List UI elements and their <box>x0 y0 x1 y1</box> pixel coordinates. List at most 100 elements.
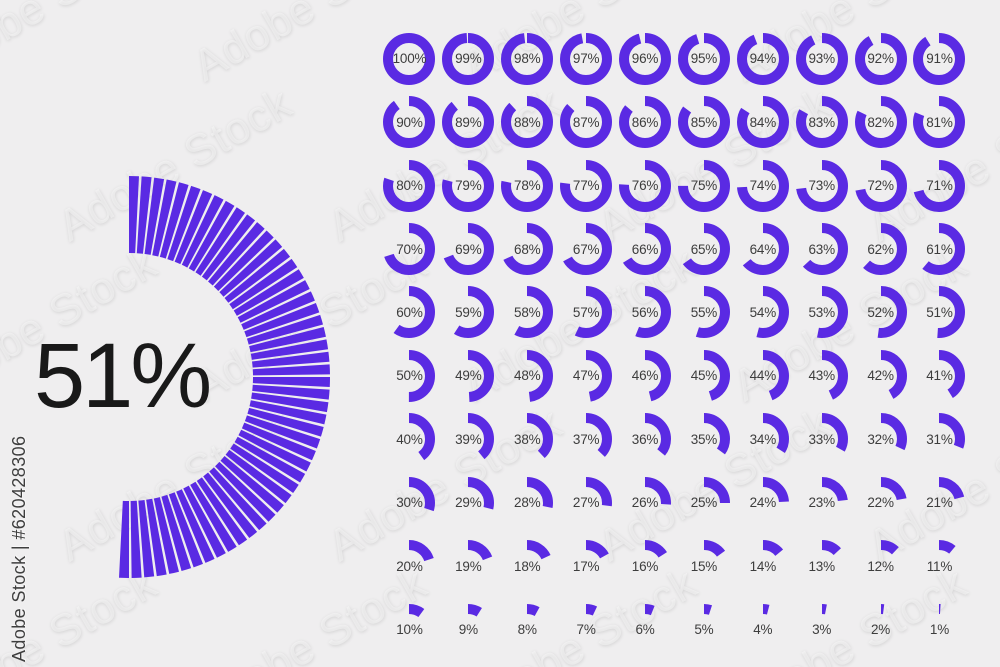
ring-label: 13% <box>808 558 835 574</box>
percentage-ring-cell: 71% <box>910 154 969 217</box>
percentage-ring-cell: 5% <box>674 598 733 661</box>
gauge-segment <box>196 477 248 546</box>
ring-label: 61% <box>926 241 953 257</box>
gauge-segment <box>161 494 192 572</box>
watermark-tile: Adobe Stock <box>995 558 1000 667</box>
ring-label: 78% <box>514 178 541 194</box>
percentage-ring-cell: 48% <box>498 344 557 407</box>
percentage-ring-cell: 13% <box>792 535 851 598</box>
ring-arc <box>560 603 613 656</box>
ring-label: 86% <box>631 114 659 130</box>
ring-arc <box>854 349 907 402</box>
gauge-segment <box>252 364 330 376</box>
ring-arc <box>619 32 671 85</box>
percentage-ring-cell: 87% <box>557 90 616 153</box>
ring-label: 54% <box>749 304 777 320</box>
percentage-ring-cell: 59% <box>439 281 498 344</box>
ring-arc <box>442 476 495 529</box>
ring-label: 18% <box>514 558 541 574</box>
gauge-segment <box>252 351 330 368</box>
ring-label: 22% <box>867 495 894 511</box>
ring-label: 87% <box>572 114 600 130</box>
gauge-segment <box>215 461 276 522</box>
ring-arc <box>383 223 436 276</box>
ring-arc <box>795 96 848 149</box>
ring-label: 30% <box>396 495 423 511</box>
ring-arc <box>383 32 436 85</box>
ring-label: 80% <box>396 178 423 194</box>
ring-arc <box>442 540 495 593</box>
ring-arc <box>677 413 730 466</box>
watermark-tile: Adobe Stock <box>0 0 165 91</box>
percentage-ring-cell: 97% <box>557 27 616 90</box>
gauge-segment <box>159 182 189 259</box>
ring-label: 92% <box>867 51 894 67</box>
percentage-ring-cell: 90% <box>380 90 439 153</box>
percentage-ring-cell: 68% <box>498 217 557 280</box>
percentage-ring-cell: 37% <box>557 408 616 471</box>
percentage-ring-cell: 74% <box>733 154 792 217</box>
ring-arc <box>619 476 671 529</box>
gauge-segment <box>146 498 167 577</box>
ring-label: 16% <box>631 558 659 574</box>
gauge-segment <box>225 449 292 504</box>
ring-arc <box>560 286 613 339</box>
ring-label: 56% <box>631 304 659 320</box>
gauge-segment <box>219 239 283 297</box>
ring-label: 36% <box>631 431 659 447</box>
percentage-ring-cell: 11% <box>910 535 969 598</box>
ring-label: 7% <box>576 622 596 638</box>
ring-label: 58% <box>514 304 541 320</box>
percentage-ring-cell: 14% <box>733 535 792 598</box>
ring-label: 45% <box>690 368 718 384</box>
percentage-ring-cell: 4% <box>733 598 792 661</box>
ring-arc <box>442 96 495 149</box>
ring-arc <box>501 540 554 593</box>
percentage-ring-cell: 7% <box>557 598 616 661</box>
percentage-ring-cell: 60% <box>380 281 439 344</box>
watermark-tile: Adobe Stock <box>994 0 1000 91</box>
ring-label: 89% <box>455 114 482 130</box>
percentage-ring-cell: 84% <box>733 90 792 153</box>
percentage-ring-cell: 56% <box>616 281 675 344</box>
percentage-ring-cell: 93% <box>792 27 851 90</box>
ring-label: 66% <box>631 241 659 257</box>
percentage-ring-cell: 55% <box>674 281 733 344</box>
ring-arc <box>501 413 554 466</box>
ring-arc <box>383 349 436 402</box>
percentage-ring-cell: 20% <box>380 535 439 598</box>
ring-label: 85% <box>690 114 718 130</box>
ring-label: 20% <box>396 558 423 574</box>
percentage-ring-cell: 41% <box>910 344 969 407</box>
ring-label: 88% <box>514 114 541 130</box>
ring-label: 29% <box>455 495 482 511</box>
gauge-segment <box>230 443 299 494</box>
percentage-ring-cell: 36% <box>616 408 675 471</box>
ring-arc <box>560 476 613 529</box>
ring-label: 44% <box>749 368 777 384</box>
ring-arc <box>913 286 966 339</box>
percentage-ring-cell: 63% <box>792 217 851 280</box>
ring-label: 94% <box>749 51 777 67</box>
percentage-ring-cell: 51% <box>910 281 969 344</box>
percentage-ring-cell: 91% <box>910 27 969 90</box>
percentage-ring-cell: 92% <box>851 27 910 90</box>
ring-arc <box>677 540 730 593</box>
gauge-segment <box>188 200 235 272</box>
ring-arc <box>383 286 436 339</box>
ring-label: 53% <box>808 304 835 320</box>
ring-arc <box>854 603 907 656</box>
ring-arc <box>677 349 730 402</box>
big-gauge-label: 51% <box>34 325 212 427</box>
ring-label: 77% <box>572 178 600 194</box>
percentage-ring-cell: 22% <box>851 471 910 534</box>
percentage-ring-cell: 25% <box>674 471 733 534</box>
ring-arc <box>619 349 671 402</box>
ring-label: 75% <box>690 178 718 194</box>
percentage-ring-cell: 79% <box>439 154 498 217</box>
ring-label: 38% <box>514 431 541 447</box>
ring-arc <box>560 32 613 85</box>
ring-label: 51% <box>926 304 953 320</box>
ring-arc <box>736 413 789 466</box>
ring-label: 65% <box>690 241 718 257</box>
